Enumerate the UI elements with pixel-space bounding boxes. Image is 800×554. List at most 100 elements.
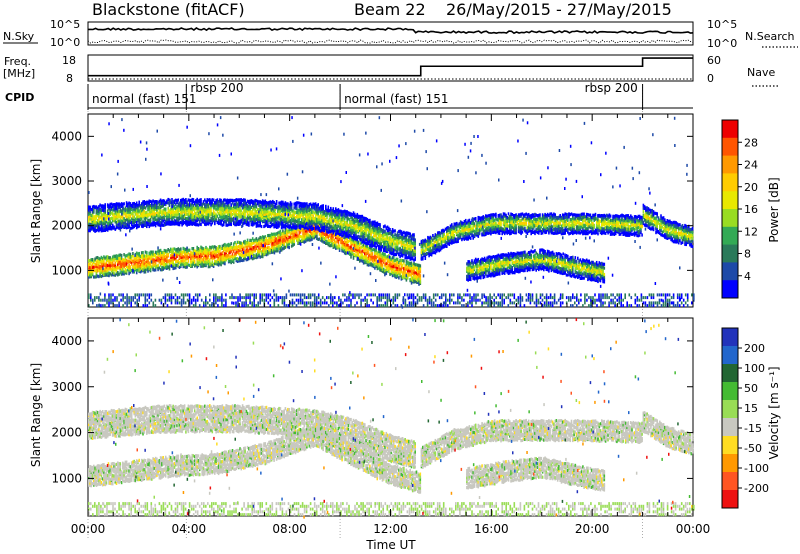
- echo-cell: [246, 241, 249, 245]
- echo-cell: [253, 239, 255, 243]
- echo-cell: [196, 248, 198, 252]
- echo-cell: [154, 224, 157, 228]
- echo-cell: [224, 256, 226, 260]
- echo-cell: [244, 252, 246, 256]
- echo-cell: [396, 273, 399, 277]
- echo-cell: [109, 227, 111, 231]
- echo-cell: [110, 216, 113, 220]
- echo-cell: [127, 222, 129, 227]
- echo-cell: [365, 255, 367, 259]
- echo-cell: [342, 246, 345, 250]
- echo-cell: [209, 262, 211, 266]
- echo-cell: [367, 256, 370, 260]
- echo-cell: [338, 238, 341, 242]
- echo-cell: [181, 262, 183, 266]
- echo-cell: [134, 264, 137, 268]
- echo-cell: [187, 259, 190, 263]
- echo-cell: [100, 229, 103, 233]
- echo-cell: [381, 251, 384, 255]
- echo-cell: [403, 259, 405, 263]
- echo-cell: [277, 246, 279, 250]
- echo-cell: [90, 219, 93, 223]
- echo-cell: [108, 261, 110, 265]
- echo-cell: [129, 210, 132, 214]
- echo-cell: [275, 200, 278, 204]
- echo-cell: [152, 199, 154, 203]
- echo-cell: [239, 246, 241, 250]
- echo-cell: [394, 265, 396, 269]
- echo-cell: [275, 244, 278, 248]
- echo-cell: [138, 220, 140, 224]
- echo-cell: [406, 269, 409, 273]
- echo-cell: [207, 251, 210, 255]
- echo-cell: [196, 256, 198, 261]
- echo-cell: [249, 248, 251, 252]
- echo-cell: [280, 231, 283, 236]
- echo-cell: [148, 261, 151, 265]
- echo-cell: [225, 244, 227, 248]
- echo-cell: [100, 224, 103, 228]
- echo-cell: [119, 253, 122, 257]
- echo-cell: [413, 269, 415, 273]
- echo-cell: [417, 272, 419, 276]
- echo-cell: [105, 224, 108, 228]
- echo-cell: [240, 241, 243, 245]
- echo-cell: [418, 266, 420, 270]
- echo-cell: [306, 234, 308, 238]
- echo-cell: [175, 251, 177, 255]
- echo-cell: [214, 254, 216, 258]
- echo-cell: [204, 248, 206, 252]
- echo-cell: [372, 255, 375, 259]
- echo-cell: [144, 206, 147, 210]
- echo-cell: [204, 250, 206, 254]
- echo-cell: [98, 209, 100, 213]
- echo-cell: [226, 249, 229, 253]
- echo-cell: [225, 249, 227, 254]
- echo-cell: [158, 251, 161, 255]
- echo-cell: [111, 257, 114, 261]
- echo-cell: [124, 218, 127, 223]
- echo-cell: [220, 247, 222, 251]
- echo-cell: [406, 272, 409, 276]
- freq-label: Freq.: [4, 55, 31, 68]
- echo-cell: [89, 212, 91, 216]
- echo-cell: [219, 256, 221, 260]
- echo-cell: [132, 259, 134, 263]
- echo-cell: [318, 237, 321, 241]
- echo-cell: [190, 259, 192, 263]
- echo-cell: [103, 228, 105, 232]
- echo-cell: [414, 252, 416, 257]
- echo-cell: [375, 264, 377, 268]
- echo-cell: [96, 269, 99, 273]
- echo-cell: [370, 246, 372, 250]
- echo-cell: [215, 260, 217, 264]
- echo-cell: [137, 207, 139, 211]
- echo-cell: [108, 271, 110, 275]
- echo-cell: [196, 265, 198, 269]
- echo-cell: [113, 271, 115, 275]
- echo-cell: [292, 243, 294, 247]
- echo-cell: [288, 227, 290, 232]
- echo-cell: [343, 243, 346, 247]
- echo-cell: [191, 260, 193, 264]
- echo-cell: [403, 261, 405, 265]
- echo-cell: [288, 246, 290, 250]
- echo-cell: [326, 240, 328, 244]
- echo-cell: [176, 252, 178, 257]
- echo-cell: [241, 248, 244, 252]
- echo-cell: [253, 241, 255, 245]
- echo-cell: [353, 247, 356, 251]
- echo-cell: [239, 259, 241, 263]
- echo-cell: [393, 260, 395, 264]
- echo-cell: [172, 259, 174, 263]
- echo-cell: [122, 224, 124, 228]
- echo-cell: [156, 213, 158, 218]
- echo-cell: [110, 206, 113, 210]
- echo-cell: [260, 250, 263, 254]
- echo-cell: [352, 238, 355, 242]
- echo-cell: [323, 232, 326, 236]
- echo-cell: [135, 271, 138, 275]
- echo-cell: [117, 254, 119, 258]
- echo-cell: [89, 262, 91, 266]
- echo-cell: [319, 237, 322, 241]
